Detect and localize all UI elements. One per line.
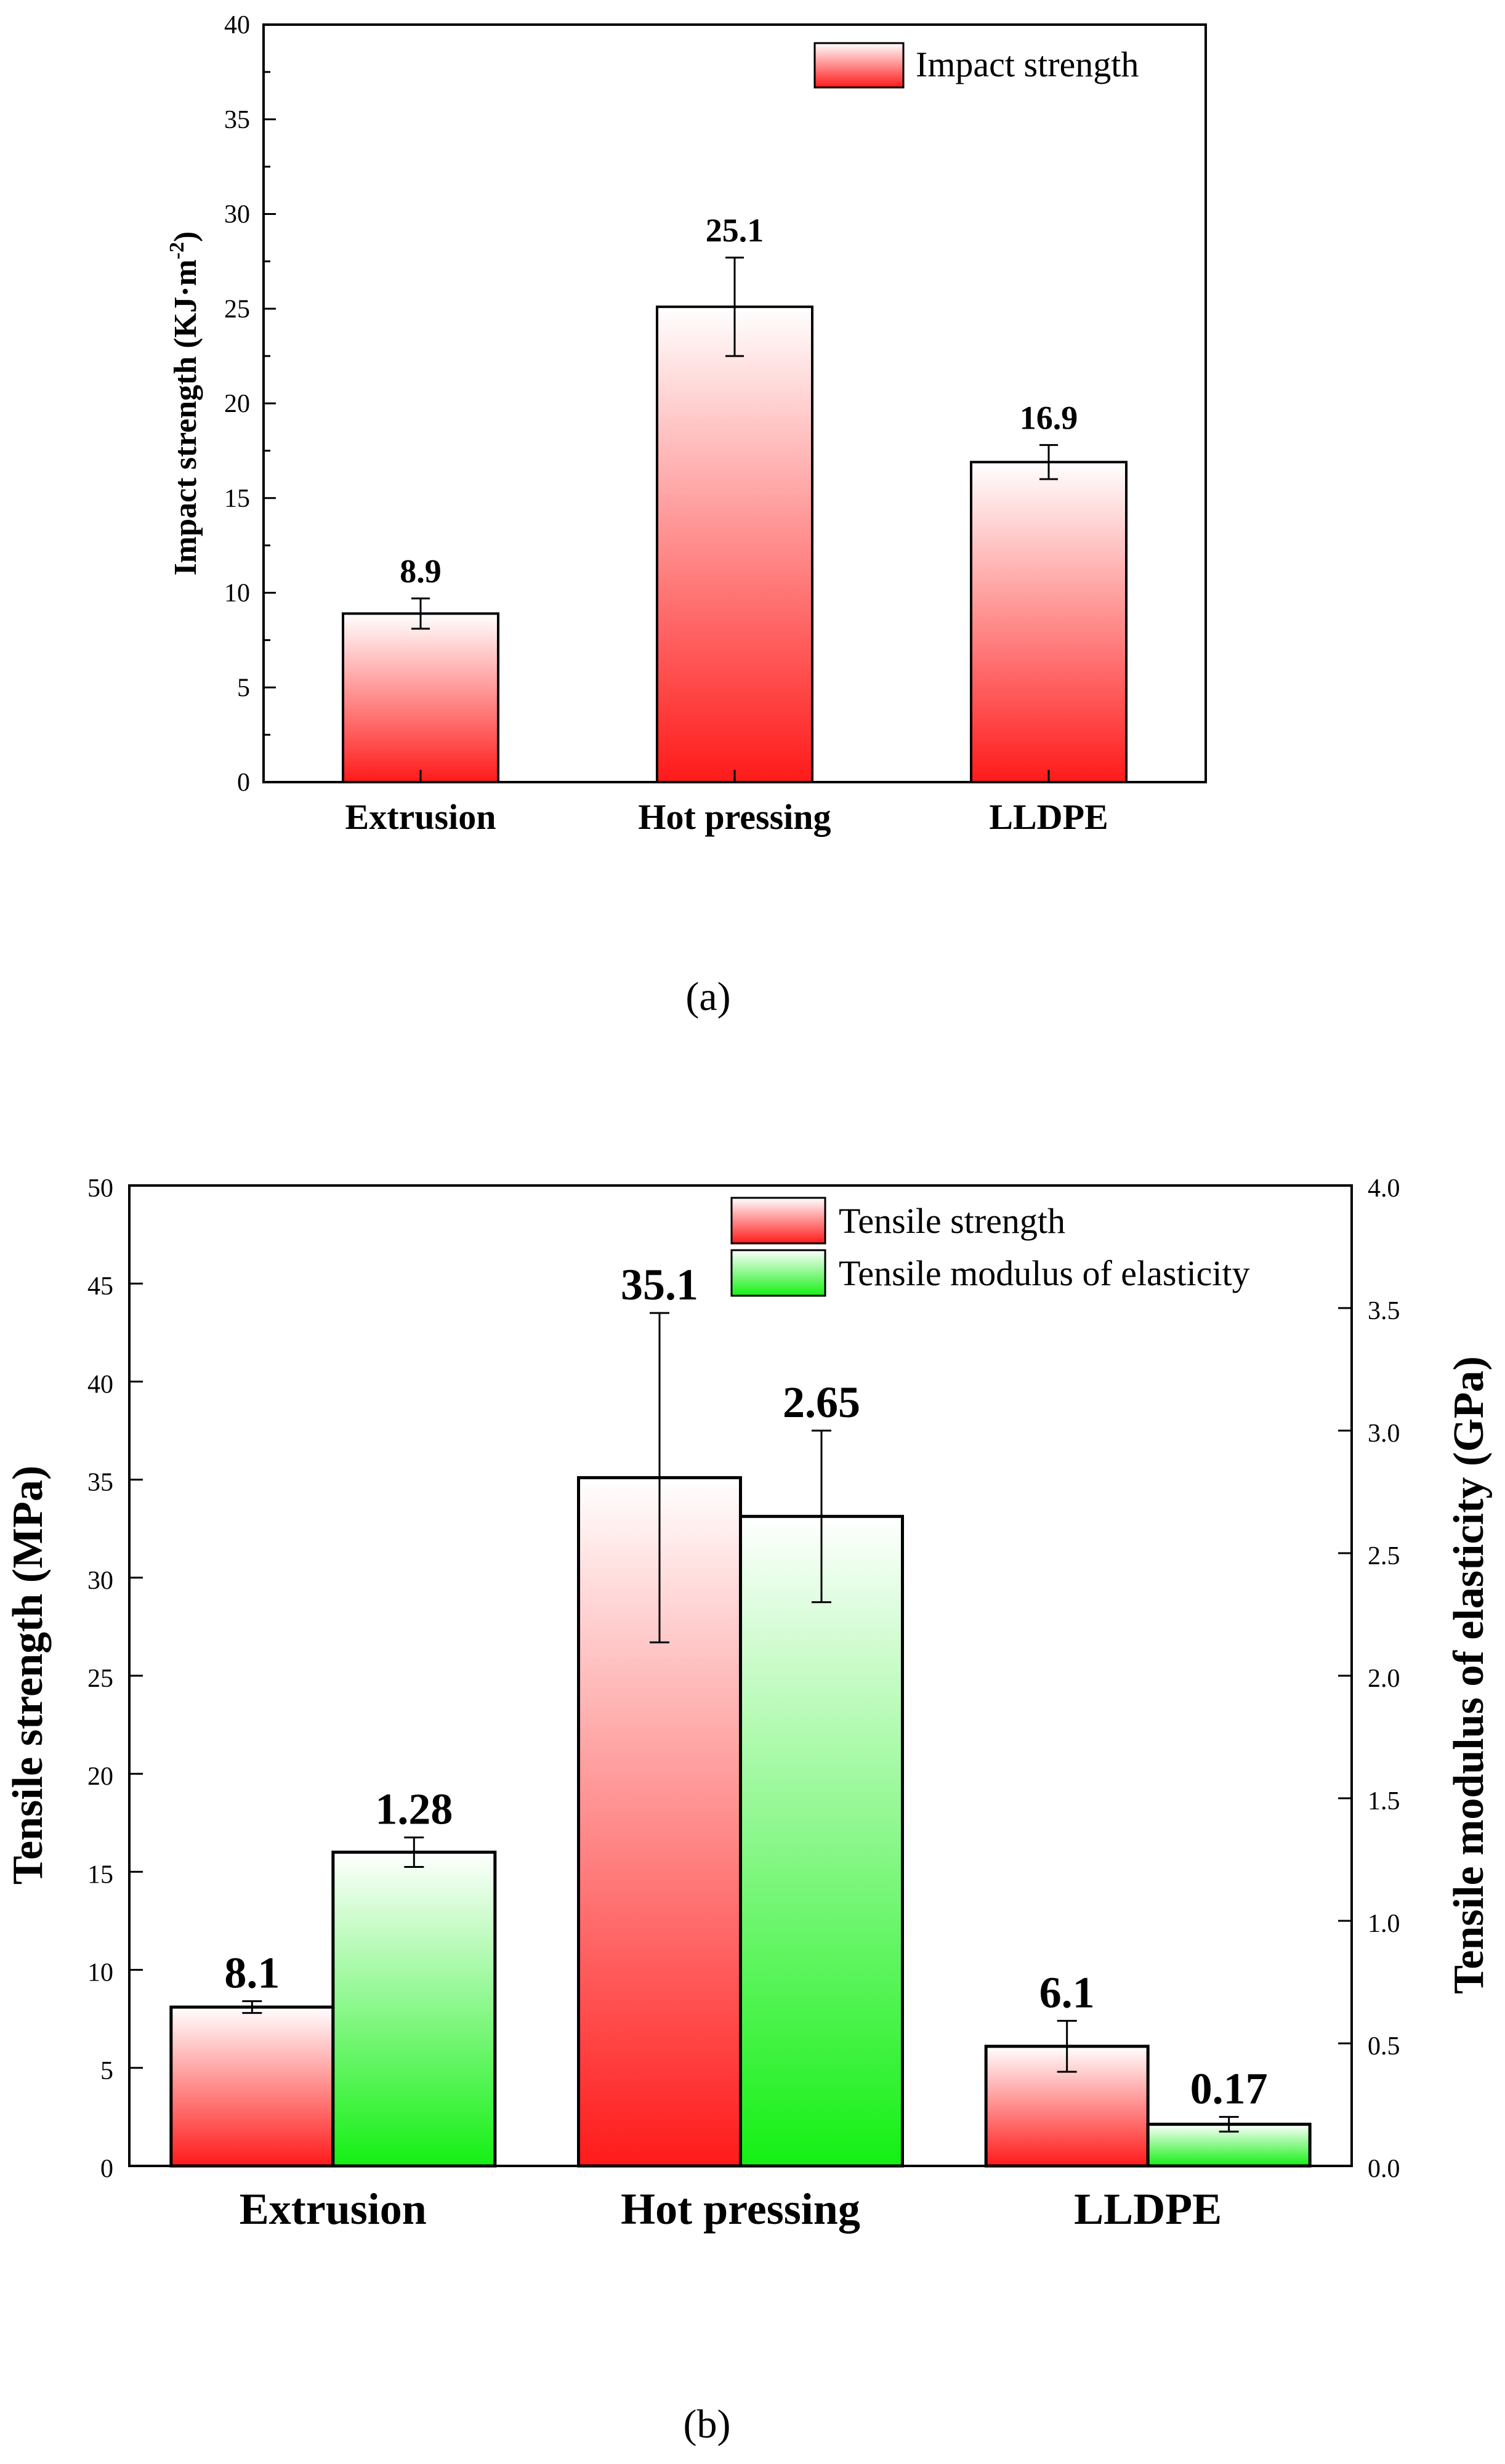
data-label-tensile-strength-lldpe: 6.1 xyxy=(1039,1968,1095,2017)
data-label-tensile-strength-hot-pressing: 35.1 xyxy=(621,1260,698,1309)
x-category-label-extrusion: Extrusion xyxy=(240,2184,427,2234)
right-y-tick-label-4.0: 4.0 xyxy=(1368,1174,1400,1203)
y-tick-label-40: 40 xyxy=(224,11,250,39)
legend-swatch-impact-strength xyxy=(813,42,905,89)
chart-a-bars: 8.9 25.1 16.9 xyxy=(342,212,1128,783)
right-y-tick-label-1.0: 1.0 xyxy=(1368,1910,1400,1938)
legend-swatch-tensile-modulus xyxy=(730,1249,826,1297)
chart-b-y-axes: 0 5 10 15 20 25 30 35 40 45 50 0.0 0.5 1.0 1.5 2.0 2.5 3.… xyxy=(87,1174,1400,2183)
right-y-tick-label-3.0: 3.0 xyxy=(1368,1420,1400,1448)
left-y-tick-label-10: 10 xyxy=(87,1959,113,1987)
chart-b-left-y-axis-label: Tensile strength (MPa) xyxy=(4,1466,52,1885)
data-label-impact-strength-lldpe: 16.9 xyxy=(1020,400,1078,437)
right-y-tick-label-1.5: 1.5 xyxy=(1368,1787,1400,1816)
bar-impact-strength-extrusion xyxy=(342,612,499,783)
chart-b-plot-frame xyxy=(128,1184,1353,2167)
bar-tensile-strength-extrusion xyxy=(169,2005,335,2168)
bar-tensile-modulus-of-elasticity-extrusion xyxy=(331,1851,497,2168)
y-tick-label-5: 5 xyxy=(237,674,250,702)
left-y-tick-label-5: 5 xyxy=(100,2057,113,2085)
chart-a-legend: Impact strength xyxy=(813,42,1139,89)
y-tick-label-15: 15 xyxy=(224,485,250,513)
legend-swatch-tensile-strength xyxy=(730,1197,826,1245)
x-category-label-lldpe: LLDPE xyxy=(989,797,1108,837)
y-tick-label-20: 20 xyxy=(224,390,250,418)
chart-b-category-labels: Extrusion Hot pressing LLDPE xyxy=(240,2184,1222,2234)
y-tick-label-25: 25 xyxy=(224,295,250,323)
bar-tensile-modulus-of-elasticity-hot-pressing xyxy=(739,1514,904,2168)
legend-label-tensile-strength: Tensile strength xyxy=(839,1201,1065,1241)
y-tick-label-10: 10 xyxy=(224,580,250,608)
left-y-tick-label-45: 45 xyxy=(87,1272,113,1301)
x-category-label-extrusion: Extrusion xyxy=(345,797,496,837)
chart-b: 0 5 10 15 20 25 30 35 40 45 50 0.0 0.5 1.0 1.5 2.0 2.5 3.… xyxy=(4,1174,1493,2447)
chart-b-right-y-axis-label: Tensile modulus of elasticity (GPa) xyxy=(1445,1356,1493,1994)
x-category-label-lldpe: LLDPE xyxy=(1074,2184,1222,2234)
left-y-tick-label-15: 15 xyxy=(87,1860,113,1889)
left-y-tick-label-25: 25 xyxy=(87,1665,113,1693)
right-y-tick-label-2.0: 2.0 xyxy=(1368,1665,1400,1693)
y-tick-label-35: 35 xyxy=(224,106,250,134)
data-label-tensile-modulus-of-elasticity-lldpe: 0.17 xyxy=(1190,2064,1268,2113)
right-y-tick-label-3.5: 3.5 xyxy=(1368,1297,1400,1325)
data-label-impact-strength-hot-pressing: 25.1 xyxy=(706,212,764,249)
x-category-label-hot-pressing: Hot pressing xyxy=(621,2184,860,2234)
right-y-tick-label-0.0: 0.0 xyxy=(1368,2155,1400,2183)
chart-a-y-axis-label: Impact strength (KJ·m-2) xyxy=(166,232,203,576)
chart-a-caption: (a) xyxy=(685,974,730,1019)
chart-a-plot-frame xyxy=(262,23,1207,783)
left-y-tick-label-30: 30 xyxy=(87,1567,113,1595)
right-y-tick-label-0.5: 0.5 xyxy=(1368,2032,1400,2061)
right-y-tick-label-2.5: 2.5 xyxy=(1368,1542,1400,1570)
chart-b-legend: Tensile strength Tensile modulus of elas… xyxy=(730,1197,1250,1297)
data-label-tensile-modulus-of-elasticity-extrusion: 1.28 xyxy=(375,1785,453,1834)
chart-b-caption: (b) xyxy=(684,2402,731,2447)
chart-a-category-labels: Extrusion Hot pressing LLDPE xyxy=(345,797,1108,837)
data-label-tensile-strength-extrusion: 8.1 xyxy=(224,1949,280,1998)
y-tick-label-0: 0 xyxy=(237,769,250,797)
left-y-tick-label-0: 0 xyxy=(100,2155,113,2183)
left-y-tick-label-20: 20 xyxy=(87,1763,113,1791)
data-label-impact-strength-extrusion: 8.9 xyxy=(400,553,442,590)
legend-label-tensile-modulus: Tensile modulus of elasticity xyxy=(839,1253,1250,1293)
chart-a-y-axis: 0 5 10 15 20 25 30 35 40 xyxy=(224,11,276,797)
chart-b-bars: 8.1 1.28 35.1 2.65 6.1 0.17 xyxy=(169,1260,1312,2168)
chart-a: 0 5 10 15 20 25 30 35 40 8.9 25.1 16.9 Impact stre… xyxy=(166,11,1207,1019)
data-label-tensile-modulus-of-elasticity-hot-pressing: 2.65 xyxy=(783,1378,860,1427)
bar-impact-strength-hot-pressing xyxy=(656,305,813,783)
bar-impact-strength-lldpe xyxy=(970,461,1128,783)
x-category-label-hot-pressing: Hot pressing xyxy=(638,797,831,837)
left-y-tick-label-40: 40 xyxy=(87,1370,113,1399)
y-tick-label-30: 30 xyxy=(224,201,250,229)
legend-label-impact-strength: Impact strength xyxy=(916,44,1139,84)
left-y-tick-label-35: 35 xyxy=(87,1469,113,1497)
left-y-tick-label-50: 50 xyxy=(87,1174,113,1203)
